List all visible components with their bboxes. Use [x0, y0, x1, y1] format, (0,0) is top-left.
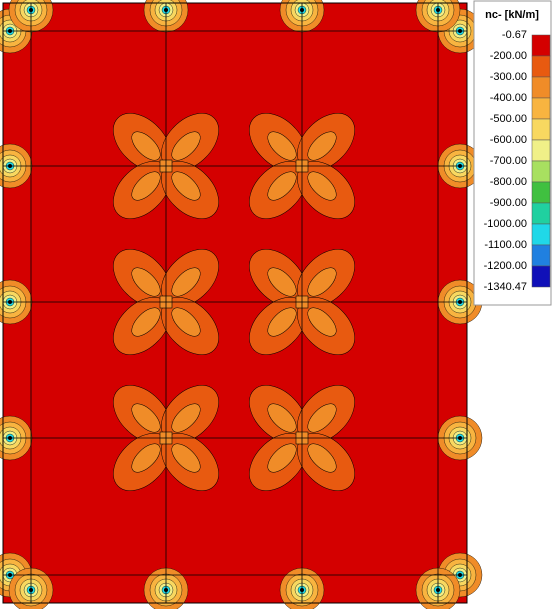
legend-title: nc- [kN/m] — [485, 9, 539, 21]
legend-swatch — [531, 139, 551, 162]
legend-label: -500.00 — [490, 113, 527, 125]
contour-region — [267, 443, 297, 473]
contour-region — [171, 307, 201, 337]
contour-region — [171, 267, 201, 297]
legend-label: -1000.00 — [484, 218, 527, 230]
contour-region — [171, 131, 201, 161]
contour-region — [307, 443, 337, 473]
contour-region — [131, 403, 161, 433]
legend-swatch — [531, 202, 551, 225]
legend-swatch — [531, 181, 551, 204]
legend-label: -0.67 — [502, 29, 527, 41]
legend-label: -400.00 — [490, 92, 527, 104]
legend-label: -900.00 — [490, 197, 527, 209]
contour-field — [3, 3, 467, 603]
contour-region — [131, 131, 161, 161]
contour-plot — [0, 0, 483, 613]
legend-label: -300.00 — [490, 71, 527, 83]
contour-region — [307, 267, 337, 297]
legend-label: -600.00 — [490, 134, 527, 146]
legend: -0.67 -200.00 -300.00 -400.00 -500.00 -600.00… — [484, 29, 551, 293]
contour-region — [131, 267, 161, 297]
contour-region — [307, 171, 337, 201]
contour-region — [267, 171, 297, 201]
contour-region — [267, 403, 297, 433]
plot-border — [2, 2, 468, 604]
legend-label: -1200.00 — [484, 260, 527, 272]
contour-region — [131, 171, 161, 201]
legend-label: -700.00 — [490, 155, 527, 167]
legend-swatch — [531, 76, 551, 99]
contour-region — [171, 403, 201, 433]
legend-label: -200.00 — [490, 50, 527, 62]
contour-region — [171, 443, 201, 473]
legend-label: -1100.00 — [484, 239, 527, 251]
contour-region — [267, 131, 297, 161]
contour-region — [307, 307, 337, 337]
legend-swatch — [531, 244, 551, 267]
contour-region — [131, 307, 161, 337]
contour-region — [307, 131, 337, 161]
contour-region — [171, 171, 201, 201]
legend-swatch — [531, 55, 551, 78]
legend-swatch — [531, 97, 551, 120]
contour-region — [267, 307, 297, 337]
legend-label: -1340.47 — [484, 281, 527, 293]
legend-swatch — [531, 223, 551, 246]
legend-swatch — [531, 265, 551, 288]
contour-region — [307, 403, 337, 433]
legend-swatch — [531, 118, 551, 141]
legend-label: -800.00 — [490, 176, 527, 188]
legend-swatch — [531, 34, 551, 57]
contour-region — [267, 267, 297, 297]
contour-region — [131, 443, 161, 473]
legend-swatch — [531, 160, 551, 183]
